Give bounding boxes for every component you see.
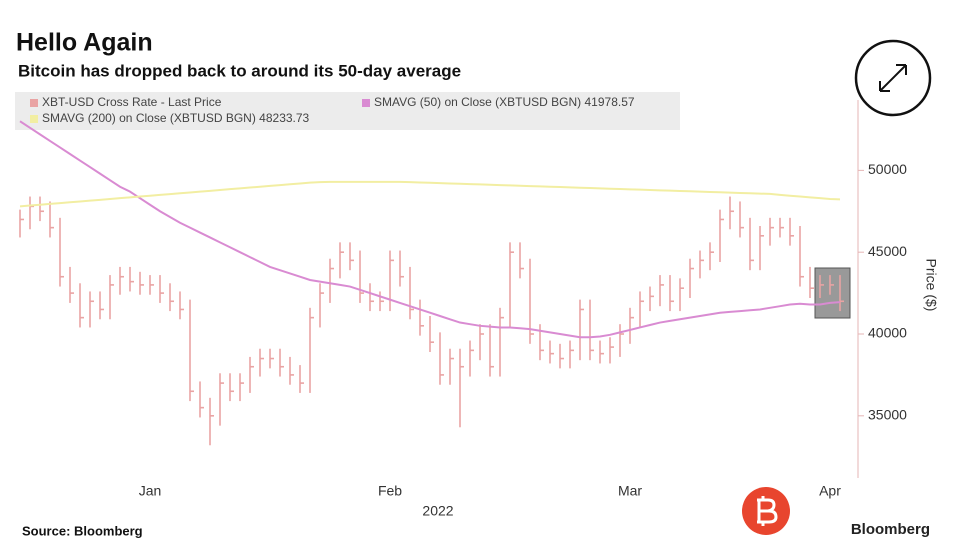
- y-tick-label: 40000: [868, 325, 907, 341]
- highlight-box: [814, 267, 851, 319]
- y-axis-label: Price ($): [923, 259, 939, 312]
- x-tick-label: Apr: [819, 483, 841, 499]
- chart-title: Hello Again: [16, 29, 153, 57]
- x-tick-label: Jan: [139, 483, 162, 499]
- year-label: 2022: [422, 503, 453, 519]
- sma-line: [19, 180, 841, 208]
- chart-subtitle: Bitcoin has dropped back to around its 5…: [18, 61, 461, 80]
- legend-swatch: [362, 99, 370, 107]
- bitcoin-logo: [742, 487, 790, 535]
- y-tick-label: 45000: [868, 243, 907, 259]
- x-tick-label: Feb: [378, 483, 402, 499]
- y-tick-label: 35000: [868, 407, 907, 423]
- legend-box: [15, 92, 680, 130]
- legend-label: XBT-USD Cross Rate - Last Price: [42, 95, 222, 109]
- legend-swatch: [30, 99, 38, 107]
- legend-label: SMAVG (200) on Close (XBTUSD BGN) 48233.…: [42, 111, 310, 125]
- legend-swatch: [30, 115, 38, 123]
- source: Source: Bloomberg: [22, 523, 143, 538]
- sma-line: [19, 120, 841, 339]
- x-tick-label: Mar: [618, 483, 642, 499]
- legend-label: SMAVG (50) on Close (XBTUSD BGN) 41978.5…: [374, 95, 635, 109]
- brand: Bloomberg: [851, 521, 930, 538]
- price-bars: [19, 196, 844, 446]
- expand-icon[interactable]: [879, 64, 907, 92]
- expand-button[interactable]: [854, 39, 932, 117]
- logo-glyph: [757, 496, 778, 526]
- y-tick-label: 50000: [868, 161, 907, 177]
